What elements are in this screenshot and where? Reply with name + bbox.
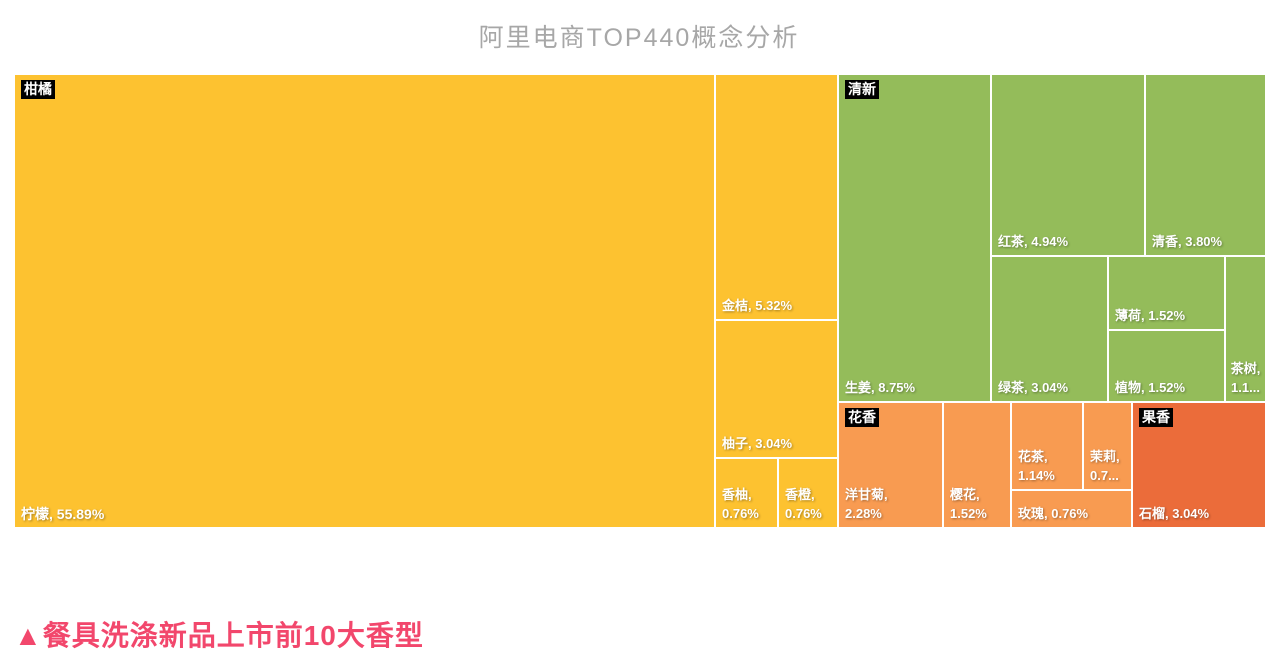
treemap-cell-black-tea[interactable]: 红茶, 4.94%	[991, 74, 1145, 256]
treemap-cell-ginger[interactable]: 清新 生姜, 8.75%	[838, 74, 991, 402]
cell-label-lemon: 柠檬, 55.89%	[21, 505, 105, 522]
cell-label-flower-tea: 花茶, 1.14%	[1018, 449, 1055, 484]
cell-label-pomelo: 柚子, 3.04%	[722, 436, 793, 452]
treemap-cell-fresh-scent[interactable]: 清香, 3.80%	[1145, 74, 1266, 256]
cell-label-cherry-blossom: 樱花, 1.52%	[950, 487, 987, 522]
treemap-cell-grapefruit[interactable]: 香柚, 0.76%	[715, 458, 778, 528]
cell-label-rose: 玫瑰, 0.76%	[1018, 506, 1089, 522]
treemap-cell-tea-tree[interactable]: 茶树, 1.1...	[1225, 256, 1266, 402]
cell-label-pomegranate: 石榴, 3.04%	[1139, 506, 1210, 522]
treemap-chart: 柑橘 柠檬, 55.89% 金桔, 5.32% 柚子, 3.04% 香柚, 0.…	[14, 74, 1266, 528]
cell-label-chamomile: 洋甘菊, 2.28%	[845, 487, 888, 522]
treemap-cell-chamomile[interactable]: 花香 洋甘菊, 2.28%	[838, 402, 943, 528]
cell-label-tea-tree: 茶树, 1.1...	[1230, 361, 1261, 396]
treemap-cell-cherry-blossom[interactable]: 樱花, 1.52%	[943, 402, 1011, 528]
chart-caption: ▲餐具洗涤新品上市前10大香型	[14, 620, 424, 651]
treemap-cell-flower-tea[interactable]: 花茶, 1.14%	[1011, 402, 1083, 490]
cell-label-orange: 香橙, 0.76%	[785, 487, 822, 522]
cell-label-ginger: 生姜, 8.75%	[845, 380, 916, 396]
cell-label-fresh-scent: 清香, 3.80%	[1152, 234, 1223, 250]
treemap-cell-rose[interactable]: 玫瑰, 0.76%	[1011, 490, 1132, 528]
cell-label-black-tea: 红茶, 4.94%	[998, 234, 1069, 250]
cell-label-plant: 植物, 1.52%	[1115, 380, 1186, 396]
group-label-citrus: 柑橘	[21, 80, 55, 99]
cell-label-grapefruit: 香柚, 0.76%	[722, 487, 759, 522]
treemap-cell-kumquat[interactable]: 金桔, 5.32%	[715, 74, 838, 320]
group-label-fresh: 清新	[845, 80, 879, 99]
treemap-cell-pomelo[interactable]: 柚子, 3.04%	[715, 320, 838, 458]
treemap-cell-jasmine[interactable]: 茉莉, 0.7...	[1083, 402, 1132, 490]
cell-label-mint: 薄荷, 1.52%	[1115, 308, 1186, 324]
treemap-cell-green-tea[interactable]: 绿茶, 3.04%	[991, 256, 1108, 402]
treemap-cell-plant[interactable]: 植物, 1.52%	[1108, 330, 1225, 402]
chart-title: 阿里电商TOP440概念分析	[478, 24, 800, 52]
treemap-cell-pomegranate[interactable]: 果香 石榴, 3.04%	[1132, 402, 1266, 528]
treemap-cell-mint[interactable]: 薄荷, 1.52%	[1108, 256, 1225, 330]
cell-label-jasmine: 茉莉, 0.7...	[1090, 449, 1120, 484]
group-label-floral: 花香	[845, 408, 879, 427]
group-label-fruity: 果香	[1139, 408, 1173, 427]
treemap-cell-lemon[interactable]: 柑橘 柠檬, 55.89%	[14, 74, 715, 528]
cell-label-green-tea: 绿茶, 3.04%	[998, 380, 1069, 396]
treemap-cell-orange[interactable]: 香橙, 0.76%	[778, 458, 838, 528]
cell-label-kumquat: 金桔, 5.32%	[722, 298, 793, 314]
